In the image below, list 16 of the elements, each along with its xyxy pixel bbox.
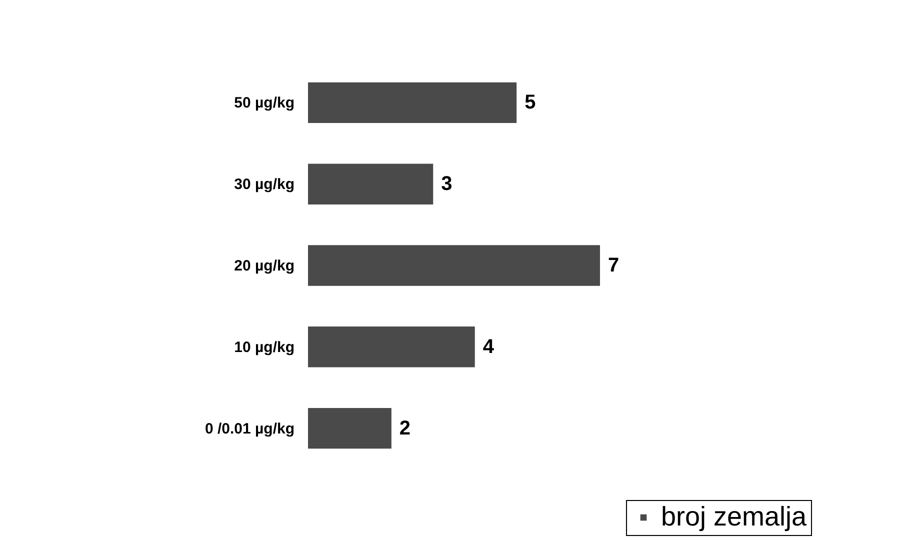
y-tick-label: 20 µg/kg bbox=[234, 258, 294, 274]
bar bbox=[308, 82, 517, 124]
bar bbox=[308, 326, 475, 368]
bar bbox=[308, 164, 434, 204]
data-label: 4 bbox=[482, 336, 495, 358]
data-label: 5 bbox=[524, 92, 536, 114]
data-label: 3 bbox=[441, 173, 452, 196]
y-tick-label: 50 µg/kg bbox=[234, 94, 294, 112]
y-tick-label: 10 µg/kg bbox=[234, 338, 294, 356]
data-label: 7 bbox=[608, 254, 620, 276]
legend-label: broj zemalja bbox=[661, 502, 808, 532]
y-tick-label: 0 /0.01 µg/kg bbox=[204, 420, 294, 438]
data-label: 2 bbox=[399, 417, 411, 440]
bar bbox=[308, 408, 392, 449]
y-tick-label: 30 µg/kg bbox=[234, 176, 294, 194]
bar bbox=[308, 245, 600, 286]
